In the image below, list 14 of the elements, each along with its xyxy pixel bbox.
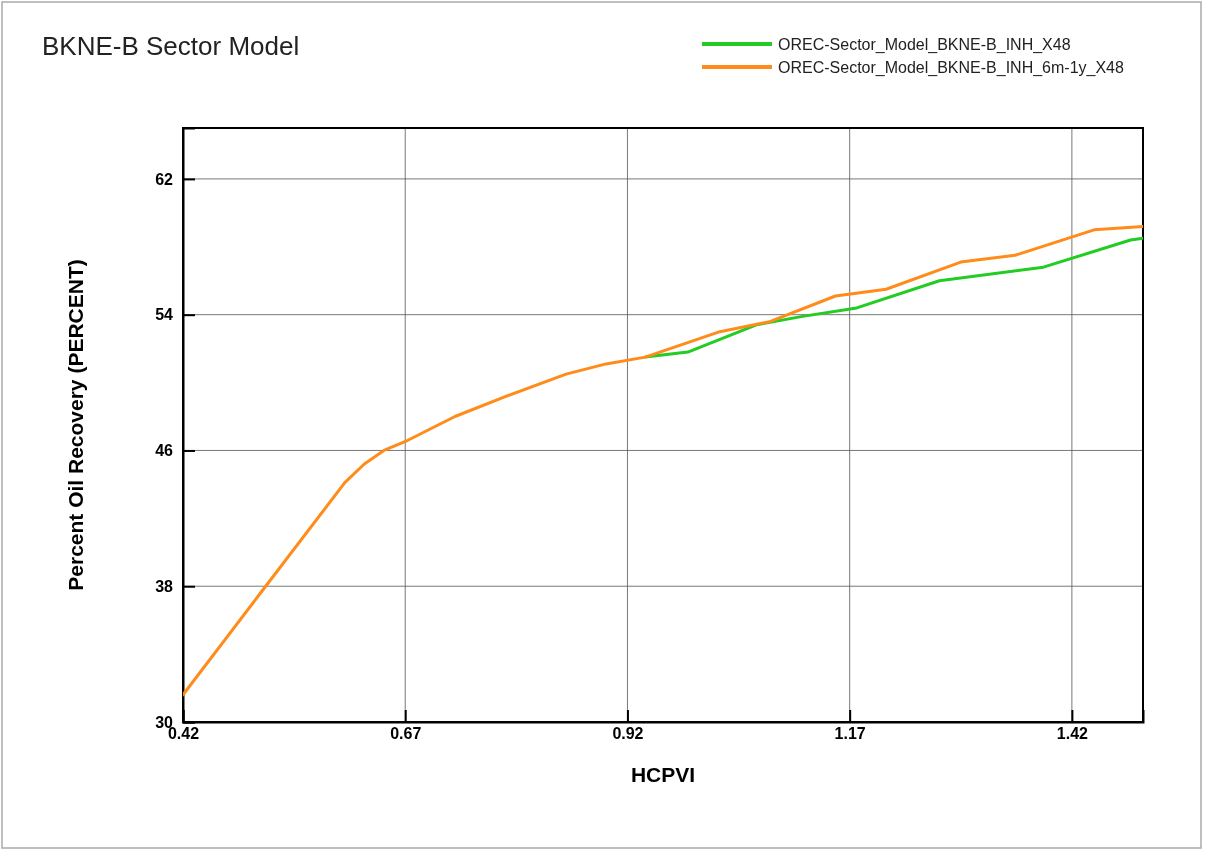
y-tick-label: 62 (155, 170, 174, 188)
legend-label: OREC-Sector_Model_BKNE-B_INH_X48 (778, 36, 1071, 54)
x-tick-label: 1.17 (834, 725, 866, 743)
y-tick-label: 38 (155, 577, 174, 595)
chart-title: BKNE-B Sector Model (42, 31, 300, 61)
x-tick-label: 0.67 (390, 725, 422, 743)
x-axis-title: HCPVI (630, 763, 696, 786)
x-tick-label: 1.42 (1056, 725, 1089, 743)
y-tick-label: 46 (155, 442, 174, 460)
legend-label: OREC-Sector_Model_BKNE-B_INH_6m-1y_X48 (778, 59, 1125, 77)
x-tick-label: 0.92 (612, 725, 644, 743)
line-series (183, 224, 1143, 697)
y-axis-title: Percent Oil Recovery (PERCENT) (64, 259, 87, 591)
y-tick-label: 54 (155, 306, 174, 324)
